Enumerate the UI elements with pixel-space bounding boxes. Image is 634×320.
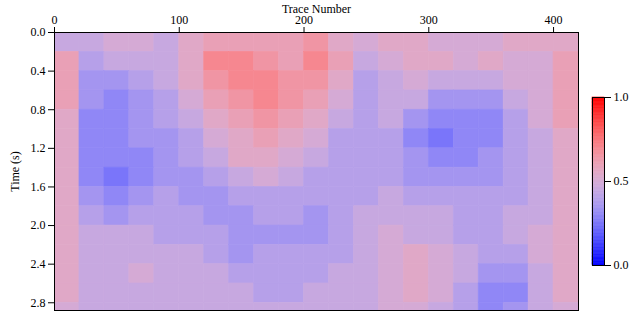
svg-text:1.6: 1.6 xyxy=(31,180,46,194)
svg-text:2.4: 2.4 xyxy=(31,257,46,271)
svg-text:1.2: 1.2 xyxy=(31,141,46,155)
svg-text:300: 300 xyxy=(420,13,438,27)
svg-text:100: 100 xyxy=(170,13,188,27)
svg-text:0.0: 0.0 xyxy=(31,25,46,39)
svg-text:Trace Number: Trace Number xyxy=(282,2,351,16)
svg-text:0.8: 0.8 xyxy=(31,103,46,117)
svg-text:2.8: 2.8 xyxy=(31,296,46,310)
svg-text:Time (s): Time (s) xyxy=(8,151,22,192)
svg-text:200: 200 xyxy=(295,12,313,27)
svg-text:0.4: 0.4 xyxy=(31,64,46,78)
svg-text:0.5: 0.5 xyxy=(614,174,629,188)
svg-text:400: 400 xyxy=(545,13,563,27)
svg-text:2.0: 2.0 xyxy=(31,218,46,232)
svg-text:0: 0 xyxy=(52,13,58,27)
svg-text:1.0: 1.0 xyxy=(614,90,629,104)
svg-text:0.0: 0.0 xyxy=(614,258,629,272)
